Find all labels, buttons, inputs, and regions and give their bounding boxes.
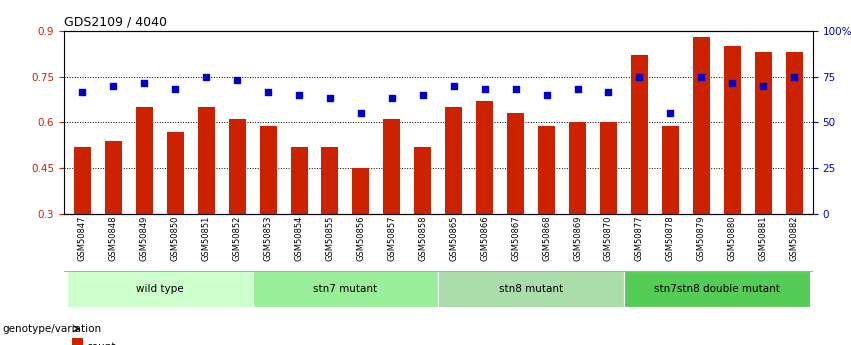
Bar: [253, 271, 438, 307]
Point: [416, 92, 430, 98]
Bar: [538, 126, 555, 214]
Text: GSM50869: GSM50869: [573, 216, 582, 261]
Bar: [260, 126, 277, 214]
Text: GSM50865: GSM50865: [449, 216, 458, 261]
Text: stn7stn8 double mutant: stn7stn8 double mutant: [654, 284, 780, 294]
Text: GSM50880: GSM50880: [728, 216, 737, 261]
Bar: [600, 122, 617, 214]
Text: GSM50850: GSM50850: [171, 216, 180, 261]
Point: [231, 77, 244, 82]
Point: [571, 86, 585, 92]
Bar: [445, 107, 462, 214]
Text: stn8 mutant: stn8 mutant: [499, 284, 563, 294]
Point: [292, 92, 306, 98]
Bar: [136, 107, 153, 214]
Bar: [74, 147, 91, 214]
Text: GSM50877: GSM50877: [635, 216, 644, 261]
Point: [787, 74, 801, 80]
Bar: [414, 147, 431, 214]
Text: GSM50851: GSM50851: [202, 216, 211, 261]
Text: GSM50858: GSM50858: [419, 216, 427, 261]
Text: GSM50867: GSM50867: [511, 216, 520, 261]
Bar: [477, 101, 494, 214]
Bar: [167, 132, 184, 214]
Bar: [755, 52, 772, 214]
Text: GSM50852: GSM50852: [232, 216, 242, 261]
Bar: [352, 168, 369, 214]
Text: GDS2109 / 4040: GDS2109 / 4040: [64, 15, 167, 28]
Bar: [662, 126, 679, 214]
Point: [632, 74, 646, 80]
Bar: [197, 107, 214, 214]
Text: GSM50849: GSM50849: [140, 216, 149, 261]
Point: [76, 89, 89, 95]
Point: [540, 92, 553, 98]
Text: GSM50848: GSM50848: [109, 216, 117, 261]
Point: [757, 83, 770, 89]
Point: [509, 86, 523, 92]
Bar: [67, 271, 253, 307]
Point: [138, 80, 151, 86]
Text: GSM50868: GSM50868: [542, 216, 551, 261]
Text: GSM50855: GSM50855: [325, 216, 334, 261]
Point: [725, 80, 739, 86]
Bar: [383, 119, 400, 214]
Bar: [322, 147, 339, 214]
Text: stn7 mutant: stn7 mutant: [313, 284, 378, 294]
Point: [106, 83, 120, 89]
Bar: [631, 56, 648, 214]
Text: GSM50879: GSM50879: [697, 216, 705, 261]
Bar: [693, 37, 710, 214]
Point: [354, 110, 368, 116]
Text: GSM50853: GSM50853: [264, 216, 272, 261]
Bar: [624, 271, 809, 307]
Point: [323, 95, 337, 101]
Bar: [105, 141, 122, 214]
Point: [602, 89, 615, 95]
Bar: [507, 114, 524, 214]
Bar: [723, 46, 740, 214]
Text: GSM50878: GSM50878: [665, 216, 675, 261]
Point: [664, 110, 677, 116]
Point: [447, 83, 460, 89]
Text: wild type: wild type: [136, 284, 184, 294]
Text: genotype/variation: genotype/variation: [3, 324, 101, 334]
Text: GSM50866: GSM50866: [480, 216, 489, 261]
Point: [261, 89, 275, 95]
Text: GSM50854: GSM50854: [294, 216, 304, 261]
Bar: [290, 147, 307, 214]
Text: GSM50856: GSM50856: [357, 216, 365, 261]
Text: GSM50881: GSM50881: [759, 216, 768, 261]
Point: [168, 86, 182, 92]
Point: [385, 95, 398, 101]
Text: GSM50882: GSM50882: [790, 216, 798, 261]
Point: [478, 86, 492, 92]
Bar: [72, 338, 83, 345]
Text: GSM50870: GSM50870: [604, 216, 613, 261]
Text: count: count: [86, 342, 116, 345]
Text: GSM50847: GSM50847: [78, 216, 87, 261]
Bar: [569, 122, 586, 214]
Bar: [785, 52, 802, 214]
Bar: [229, 119, 246, 214]
Point: [694, 74, 708, 80]
Point: [199, 74, 213, 80]
Text: GSM50857: GSM50857: [387, 216, 397, 261]
Bar: [438, 271, 624, 307]
